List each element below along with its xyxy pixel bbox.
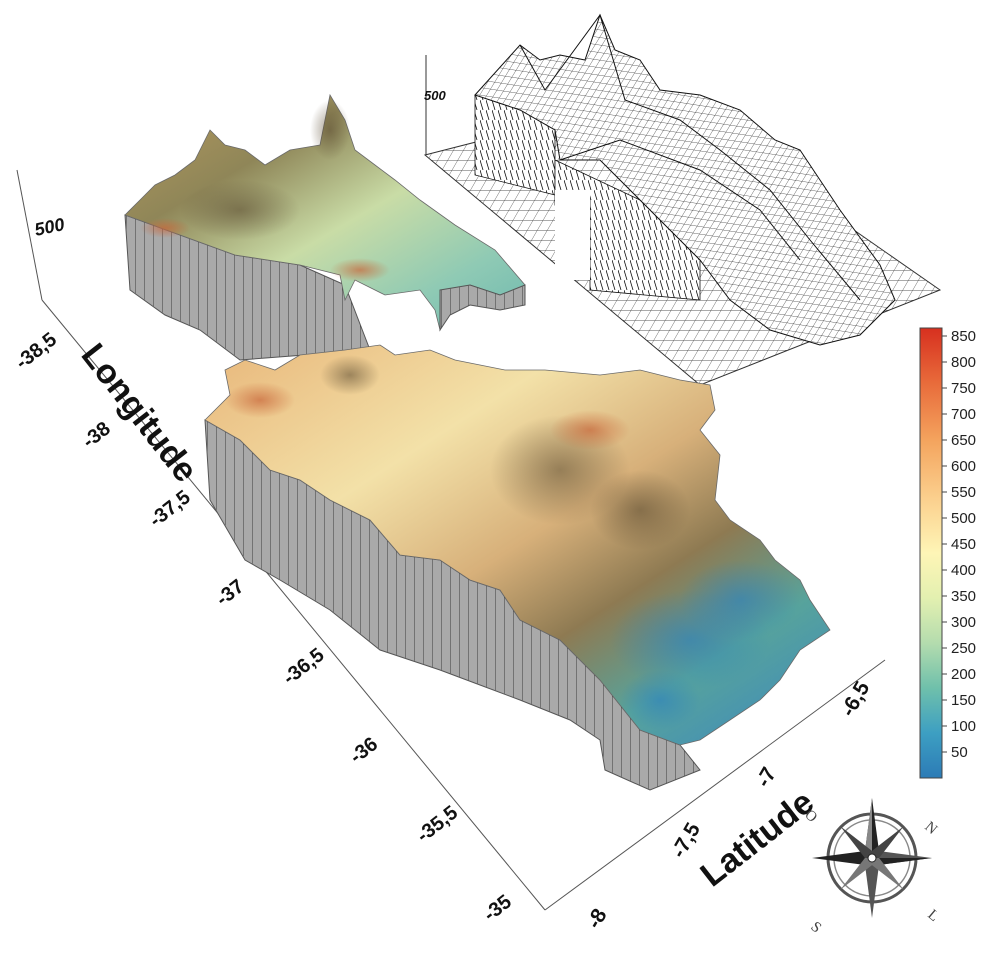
longitude-axis-line — [41, 299, 546, 911]
inset-wireframe-plot: 500 — [423, 13, 942, 386]
inset-elevation-tick: 500 — [424, 88, 446, 103]
colorbar-tick-label: 750 — [951, 380, 976, 397]
colorbar-tick-label: 600 — [951, 458, 976, 475]
colorbar-tick-label: 300 — [951, 614, 976, 631]
colorbar-tick-label: 250 — [951, 640, 976, 657]
colorbar-tick-label: 350 — [951, 588, 976, 605]
longitude-tick-label: -38 — [78, 418, 114, 453]
upper-right-wall — [439, 284, 526, 332]
main-axes: 500 — [16, 169, 886, 911]
colorbar-tick-label: 400 — [951, 562, 976, 579]
colorbar-tick-label: 50 — [951, 744, 968, 761]
colorbar-tick-label: 100 — [951, 718, 976, 735]
inset-gap — [555, 190, 590, 280]
longitude-tick-label: -38,5 — [12, 329, 61, 374]
compass-letter-s: S — [807, 919, 824, 937]
upper-block-surface — [124, 93, 526, 332]
colorbar-tick-label: 450 — [951, 536, 976, 553]
longitude-tick-label: -37,5 — [145, 486, 194, 531]
main-terrain-surface — [124, 93, 831, 791]
compass-rose: N L S O — [801, 798, 942, 937]
longitude-axis-title: Longitude — [74, 337, 205, 490]
colorbar-tick-label: 700 — [951, 406, 976, 423]
latitude-tick-label: -6,5 — [836, 677, 874, 720]
colorbar-tick-label: 150 — [951, 692, 976, 709]
colorbar-tick-label: 200 — [951, 666, 976, 683]
inset-ridge-lines — [519, 13, 861, 301]
colorbar-tick-label: 800 — [951, 354, 976, 371]
inset-surface-mesh — [474, 13, 896, 346]
longitude-tick-label: -35,5 — [413, 802, 462, 847]
colorbar-tick-label: 650 — [951, 432, 976, 449]
latitude-axis-title: Latitude — [694, 783, 822, 894]
longitude-tick-label: -36,5 — [279, 644, 328, 689]
elevation-axis — [16, 169, 43, 301]
longitude-tick-label: -35 — [480, 891, 516, 926]
elevation-tick: 500 — [33, 214, 67, 240]
latitude-tick-label: -8 — [582, 905, 611, 933]
compass-letter-n: N — [921, 819, 940, 838]
latitude-tick-label: -7 — [752, 763, 781, 791]
colorbar-gradient — [919, 327, 943, 779]
compass-letter-l: L — [924, 907, 941, 925]
colorbar-tick-label: 850 — [951, 328, 976, 345]
latitude-axis-line — [544, 659, 886, 911]
longitude-tick-label: -36 — [346, 733, 382, 768]
colorbar-labels: 850 800 750 700 650 600 550 500 450 400 350 300 250 2… — [942, 328, 976, 761]
colorbar: 850 800 750 700 650 600 550 500 450 400 350 300 250 2… — [919, 327, 976, 779]
latitude-tick-label: -7,5 — [667, 819, 705, 862]
longitude-tick-label: -37 — [212, 575, 248, 610]
colorbar-tick-label: 550 — [951, 484, 976, 501]
colorbar-tick-label: 500 — [951, 510, 976, 527]
